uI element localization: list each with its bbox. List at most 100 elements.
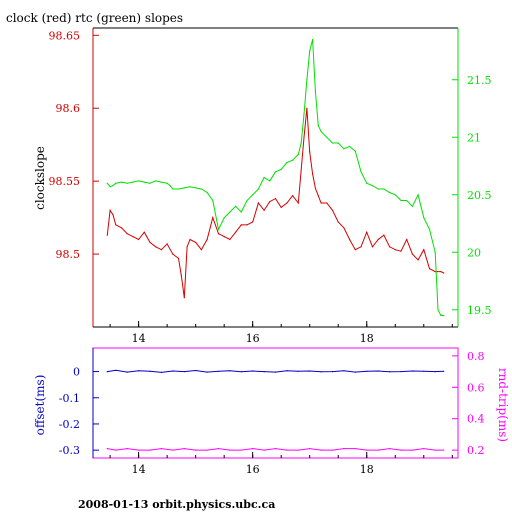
bottom-point-offset [366,370,368,372]
top-point-clock [377,238,379,241]
bottom-point-roundtrip [297,449,299,451]
top-point-rtc [217,228,220,230]
bottom-point-roundtrip [126,448,128,450]
top-point-clock [115,224,117,226]
top-point-clock [443,272,445,274]
top-point-rtc [366,182,368,184]
bottom-point-offset [331,371,334,373]
bottom-point-roundtrip [240,449,242,451]
top-point-clock [229,238,231,241]
bottom-point-offset [106,371,108,373]
top-point-rtc [406,199,408,202]
top-point-rtc [132,181,134,183]
top-point-clock [349,238,351,241]
bottom-point-roundtrip [423,448,425,450]
top-point-rtc [200,188,202,190]
bottom-point-offset [138,370,140,372]
top-point-clock [440,271,442,273]
bottom-point-roundtrip [434,449,436,451]
bottom-point-offset [343,370,345,372]
top-point-clock [417,259,419,261]
top-point-clock [423,249,425,251]
top-point-rtc [423,217,425,219]
top-point-clock [312,173,314,175]
top-point-rtc [223,217,225,219]
top-point-clock [394,249,396,251]
top-point-rtc [189,186,191,188]
bottom-right-tick-label: 0.6 [467,381,485,394]
top-point-rtc [306,79,308,81]
top-panel: clockslope 14 16 18 98.5 98.55 98.6 98.65 19.5 2… [33,27,492,345]
bottom-point-roundtrip [172,449,174,451]
top-point-rtc [411,205,413,207]
bottom-point-offset [320,371,322,373]
top-left-tick-label: 98.6 [56,102,81,115]
bottom-point-roundtrip [366,449,368,451]
bottom-point-roundtrip [149,449,151,451]
bottom-series [106,369,445,451]
top-point-clock [406,238,408,241]
bottom-point-offset [206,371,208,373]
top-point-rtc [349,145,351,147]
top-point-rtc [326,136,328,138]
top-x-tick-label: 16 [246,332,260,345]
top-point-rtc [138,180,140,182]
bottom-point-roundtrip [343,448,345,450]
top-point-rtc [394,194,396,196]
top-point-clock [235,231,237,233]
bottom-point-roundtrip [400,449,402,451]
bottom-point-offset [126,371,128,373]
top-point-rtc [303,113,305,115]
bottom-point-roundtrip [160,448,162,450]
top-point-clock [186,246,188,248]
top-point-clock [189,238,191,241]
top-point-clock [317,195,319,197]
bottom-right-tick-label: 0.8 [467,350,485,363]
bottom-point-offset [115,369,117,371]
top-point-rtc [246,199,248,202]
bottom-x-tick-label: 16 [246,463,260,476]
top-point-rtc [434,251,436,253]
top-point-rtc [317,125,319,127]
top-point-rtc [263,176,265,179]
top-point-clock [180,275,182,277]
top-point-clock [434,271,436,273]
top-point-clock [109,209,111,211]
top-point-clock [411,253,413,255]
bottom-point-offset [297,370,299,372]
top-point-rtc [297,153,299,156]
bottom-point-offset [434,371,436,373]
bottom-panel: offset(ms) rnd-trip(ms) 14 16 18 0 -0.1 -0.2 -… [33,347,510,476]
top-point-rtc [417,194,419,196]
top-point-clock [206,238,208,241]
top-point-rtc [320,130,322,133]
bottom-point-roundtrip [354,448,356,450]
top-point-rtc [169,185,171,187]
top-point-rtc [155,180,157,182]
top-point-rtc [440,314,442,317]
top-point-rtc [206,191,208,194]
footer-caption: 2008-01-13 orbit.physics.ubc.ca [78,498,275,511]
top-point-clock [337,221,339,223]
top-point-clock [252,221,254,223]
top-point-rtc [354,150,356,152]
bottom-right-tick-label: 0.2 [467,444,485,457]
bottom-x-tick-label: 18 [360,463,374,476]
bottom-point-offset [195,369,197,372]
bottom-point-roundtrip [183,448,185,450]
top-point-clock [166,243,168,245]
top-point-rtc [309,50,311,52]
top-point-clock [132,236,134,238]
bottom-left-tick-label: -0.1 [59,392,80,405]
top-point-clock [183,297,185,299]
bottom-point-offset [377,370,379,372]
top-point-clock [343,227,345,229]
top-point-rtc [337,142,339,144]
top-point-rtc [212,199,214,202]
top-point-rtc [252,194,254,196]
top-point-rtc [112,185,114,187]
bottom-point-offset [149,370,151,372]
top-point-clock [366,231,368,233]
top-point-clock [160,249,162,251]
bottom-point-roundtrip [229,449,231,451]
